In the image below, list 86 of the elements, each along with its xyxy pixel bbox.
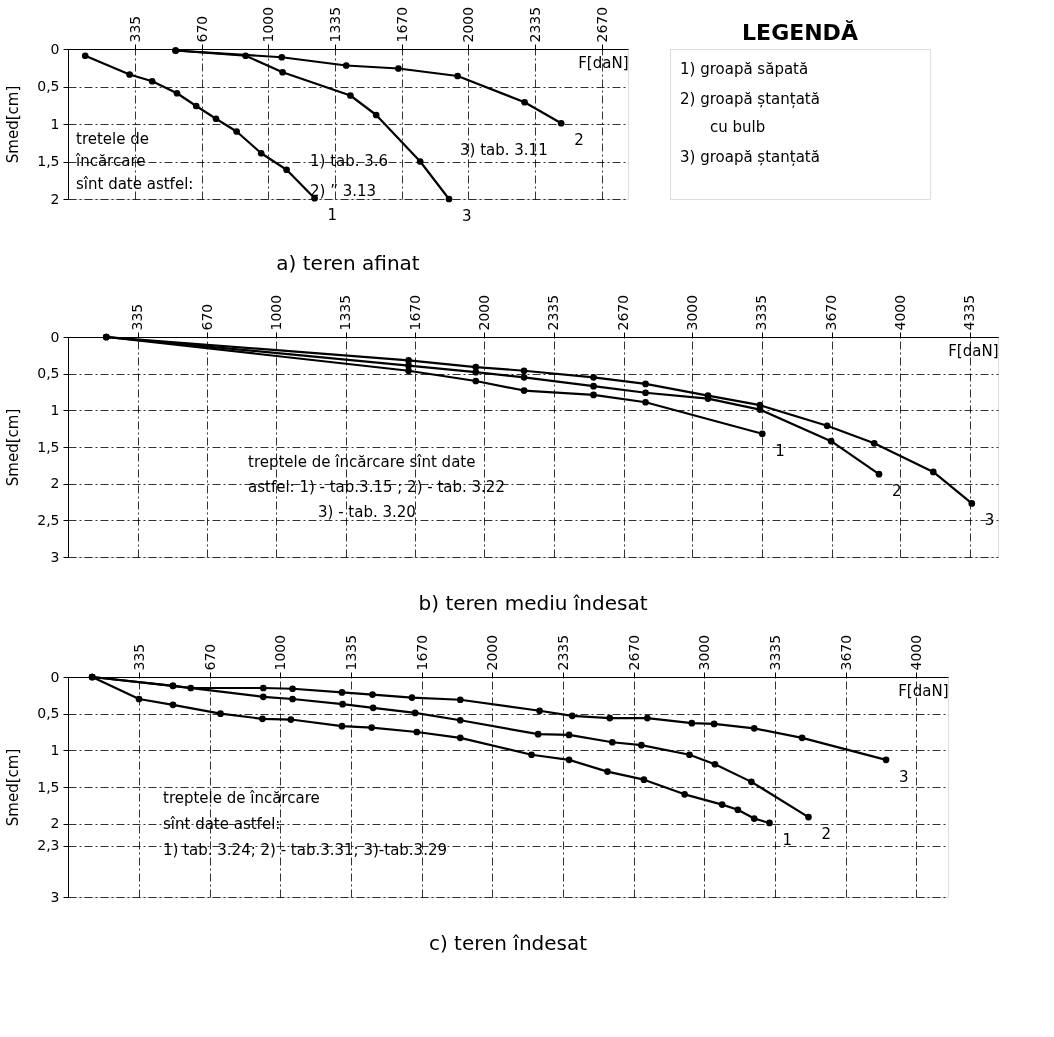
annotation: 3 — [462, 207, 472, 225]
x-tick-label: 1000 — [267, 294, 284, 331]
y-tick-label: 0,5 — [37, 705, 60, 722]
x-tick-label: 4335 — [961, 294, 978, 331]
x-tick-label: 1335 — [337, 294, 354, 331]
y-tick-label: 3 — [50, 548, 60, 565]
annotation: 3) - tab. 3.20 — [318, 503, 416, 521]
y-tick-label: 0,5 — [37, 365, 60, 382]
annotation: 1 — [327, 206, 338, 225]
x-axis-title: F[daN] — [948, 341, 999, 360]
text: b) teren mediu îndesat — [418, 591, 648, 615]
x-tick-label: 2335 — [526, 6, 543, 43]
x-tick-label: 4000 — [907, 634, 924, 671]
annotation: 1) tab. 3.6 — [310, 152, 389, 170]
annotation: treptele de încărcare sînt date — [248, 453, 476, 471]
x-tick-label: 3335 — [766, 634, 783, 671]
text: c) teren îndesat — [428, 931, 588, 955]
x-tick-label: 3670 — [837, 634, 854, 671]
y-axis-title: Smed[cm] — [4, 748, 23, 827]
y-tick-label: 0,5 — [37, 78, 60, 94]
x-tick-label: 670 — [193, 15, 210, 43]
x-tick-label: 1670 — [406, 294, 423, 331]
x-tick-label: 2000 — [475, 294, 492, 331]
text: a) teren afinat — [276, 251, 420, 275]
annotation: 2 — [891, 482, 902, 501]
y-tick-label: 0 — [50, 40, 60, 57]
y-tick-label: 1,5 — [37, 778, 60, 795]
x-tick-label: 3000 — [683, 294, 700, 331]
y-tick-label: 0 — [50, 328, 60, 345]
annotation: 2 — [574, 131, 584, 150]
annotation: tretele de — [76, 130, 149, 148]
x-tick-label: 2335 — [545, 294, 562, 331]
annotation: 3 — [899, 767, 909, 786]
y-tick-label: 2,3 — [37, 837, 60, 854]
y-tick-label: 0 — [50, 668, 60, 685]
annotation: 2 — [821, 825, 832, 844]
x-tick-label: 670 — [201, 643, 218, 671]
x-tick-label: 2670 — [615, 294, 631, 331]
x-tick-label: 2670 — [625, 634, 642, 671]
annotation: 1 — [782, 830, 792, 849]
x-tick-label: 4000 — [891, 294, 908, 331]
y-tick-label: 2,5 — [37, 511, 60, 528]
x-tick-label: 335 — [129, 303, 146, 331]
x-tick-label: 2670 — [593, 6, 610, 43]
y-tick-label: 3 — [50, 888, 60, 905]
annotation: 3 — [984, 511, 995, 530]
y-tick-label: 1 — [50, 741, 60, 758]
text: 2) groapă ștanțată — [680, 90, 820, 108]
annotation: sînt date astfel: — [76, 175, 194, 193]
x-tick-label: 2335 — [554, 634, 571, 671]
x-tick-label: 1670 — [413, 634, 430, 671]
x-tick-label: 335 — [126, 15, 143, 43]
y-tick-label: 1,5 — [37, 438, 60, 455]
x-tick-label: 1335 — [342, 634, 359, 671]
y-tick-label: 1 — [50, 115, 60, 132]
annotation: astfel: 1) - tab.3.15 ; 2) - tab. 3.22 — [248, 478, 505, 496]
x-tick-label: 3000 — [695, 634, 712, 671]
y-tick-label: 2 — [50, 815, 60, 832]
annotation: treptele de încărcare — [163, 789, 320, 807]
y-axis-title: Smed[cm] — [4, 85, 23, 164]
annotation: 1) tab. 3.24; 2) - tab.3.31; 3)-tab.3.29 — [163, 841, 448, 859]
x-tick-label: 1000 — [271, 634, 288, 671]
y-tick-label: 2 — [50, 190, 60, 207]
x-tick-label: 3335 — [753, 294, 770, 331]
x-axis-title: F[daN] — [578, 53, 629, 72]
annotation: 3) tab. 3.11 — [460, 141, 548, 159]
x-tick-label: 1335 — [326, 6, 343, 43]
x-axis-title: F[daN] — [898, 681, 949, 700]
x-tick-label: 335 — [130, 643, 147, 671]
text: 3) groapă ștanțată — [680, 148, 820, 166]
text: LEGENDĂ — [742, 20, 858, 45]
x-tick-label: 2000 — [483, 634, 500, 671]
x-tick-label: 3670 — [823, 294, 840, 331]
text: cu bulb — [710, 118, 766, 136]
x-tick-label: 1000 — [259, 6, 276, 43]
text: 1) groapă săpată — [680, 60, 809, 78]
annotation: încărcare — [75, 152, 146, 170]
annotation: 1 — [775, 441, 785, 460]
y-tick-label: 2 — [50, 475, 60, 492]
annotation: sînt date astfel: — [163, 815, 281, 833]
y-tick-label: 1,5 — [37, 153, 60, 169]
x-tick-label: 670 — [198, 303, 215, 331]
y-tick-label: 1 — [50, 401, 60, 418]
y-axis-title: Smed[cm] — [4, 408, 23, 487]
x-tick-label: 1670 — [393, 6, 410, 43]
x-tick-label: 2000 — [459, 6, 476, 43]
